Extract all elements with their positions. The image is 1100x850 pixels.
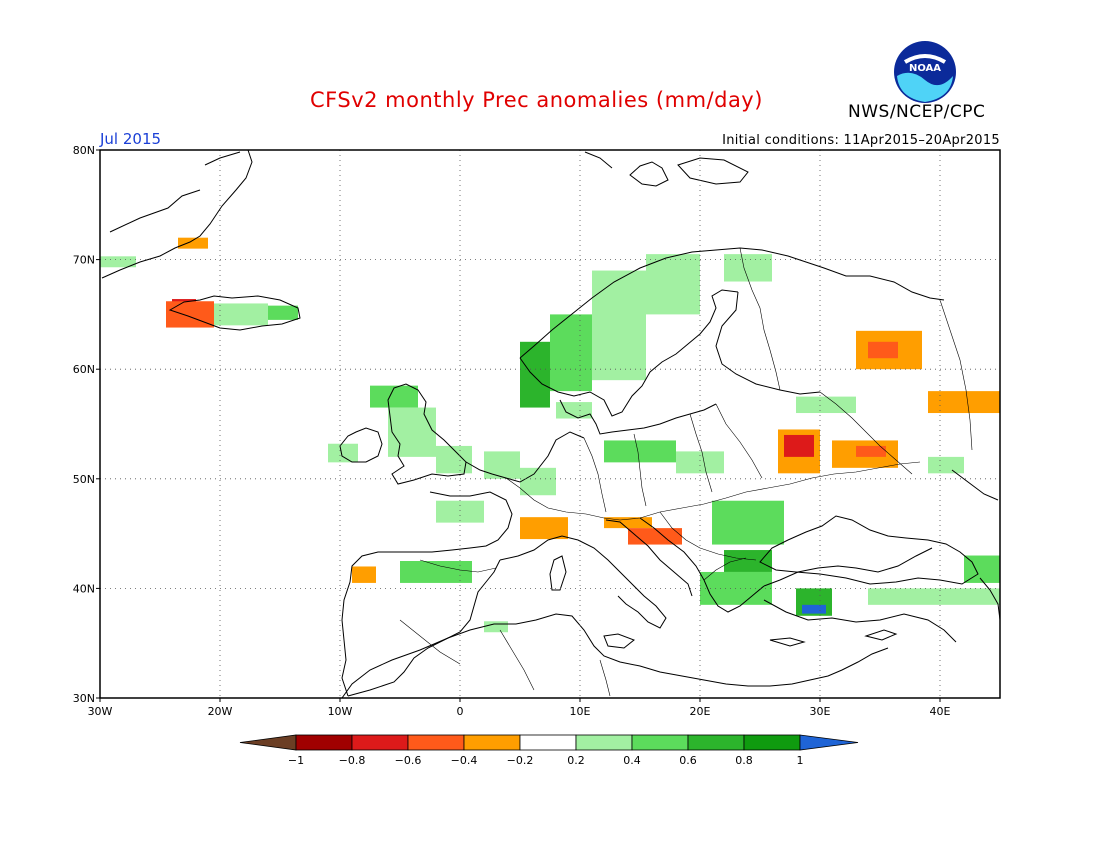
anomaly-cell [520,341,550,408]
anomaly-cell [328,443,358,463]
lat-tick-label: 40N [73,582,95,595]
lat-tick-label: 30N [73,692,95,705]
anomaly-cell [370,385,418,408]
forecast-month: Jul 2015 [100,130,162,148]
anomaly-cells [100,237,1000,633]
anomaly-cell [268,305,298,320]
lon-tick-label: 10W [328,705,353,718]
colorbar-label: −0.6 [395,754,422,767]
anomaly-cell [856,445,886,457]
anomaly-cell [484,451,520,479]
anomaly-cell [592,270,646,381]
lat-tick-label: 60N [73,363,95,376]
colorbar-box [463,734,521,751]
lat-tick-label: 50N [73,473,95,486]
anomaly-cell [520,517,568,540]
anomaly-cell [928,391,1000,414]
anomaly-cell [712,500,784,545]
anomaly-cell [556,402,592,419]
anomaly-cell [604,517,652,529]
lon-tick-label: 20E [690,705,711,718]
anomaly-cell [868,341,898,359]
colorbar-box [519,734,577,751]
longitude-axis: 30W 20W 10W 0 10E 20E 30E 40E [88,698,951,718]
latitude-axis: 80N 70N 60N 50N 40N 30N [73,144,100,705]
lat-tick-label: 70N [73,254,95,267]
anomaly-cell [796,396,856,414]
colorbar-label: −0.2 [507,754,534,767]
lon-tick-label: 20W [208,705,233,718]
lon-tick-label: 30E [810,705,831,718]
colorbar-label: −0.4 [451,754,478,767]
colorbar-box [743,734,801,751]
lon-tick-label: 30W [88,705,113,718]
colorbar-label: 0.4 [623,754,641,767]
org-label: NWS/NCEP/CPC [848,102,986,122]
lon-tick-label: 10E [570,705,591,718]
anomaly-cell [550,314,592,392]
colorbar-label: 1 [797,754,804,767]
anomaly-cell [520,467,556,496]
anomaly-cell [352,566,376,583]
anomaly-cell [214,303,268,326]
colorbar-label: 0.2 [567,754,585,767]
colorbar-box [687,734,745,751]
anomaly-cell [436,500,484,523]
colorbar-label: −0.8 [339,754,366,767]
colorbar-high-arrow [799,734,859,751]
anomaly-cell [178,237,208,249]
colorbar-box [631,734,689,751]
map-title: CFSv2 monthly Prec anomalies (mm/day) [310,88,763,112]
anomaly-cell [400,561,472,583]
coastlines [101,149,1001,699]
colorbar-labels: −1 −0.8 −0.6 −0.4 −0.2 0.2 0.4 0.6 0.8 1 [288,754,804,767]
map-frame [99,149,1001,699]
colorbar-box [351,734,409,751]
colorbar-boxes [239,734,859,751]
anomaly-cell [724,550,772,572]
graticule [100,150,1000,698]
colorbar-box [295,734,353,751]
colorbar-label: 0.8 [735,754,753,767]
anomaly-cell [646,254,700,315]
anomaly-cell [928,456,964,474]
noaa-logo: NOAA [894,41,956,103]
lon-tick-label: 0 [457,705,464,718]
anomaly-cell [724,254,772,282]
anomaly-cell [604,440,676,463]
colorbar-box [575,734,633,751]
colorbar-label: 0.6 [679,754,697,767]
colorbar-low-arrow [239,734,297,751]
country-borders [399,247,973,697]
anomaly-cell [388,407,436,457]
colorbar-box [407,734,465,751]
colorbar-label: −1 [288,754,304,767]
anomaly-cell [802,604,826,614]
anomaly-cell [868,588,1000,605]
lon-tick-label: 40E [930,705,951,718]
noaa-logo-text: NOAA [909,63,941,74]
initial-conditions: Initial conditions: 11Apr2015–20Apr2015 [722,133,1000,148]
anomaly-cell [784,434,814,457]
anomaly-cell [100,256,136,268]
anomaly-cell [484,621,508,633]
lat-tick-label: 80N [73,144,95,157]
anomaly-cell [676,451,724,474]
